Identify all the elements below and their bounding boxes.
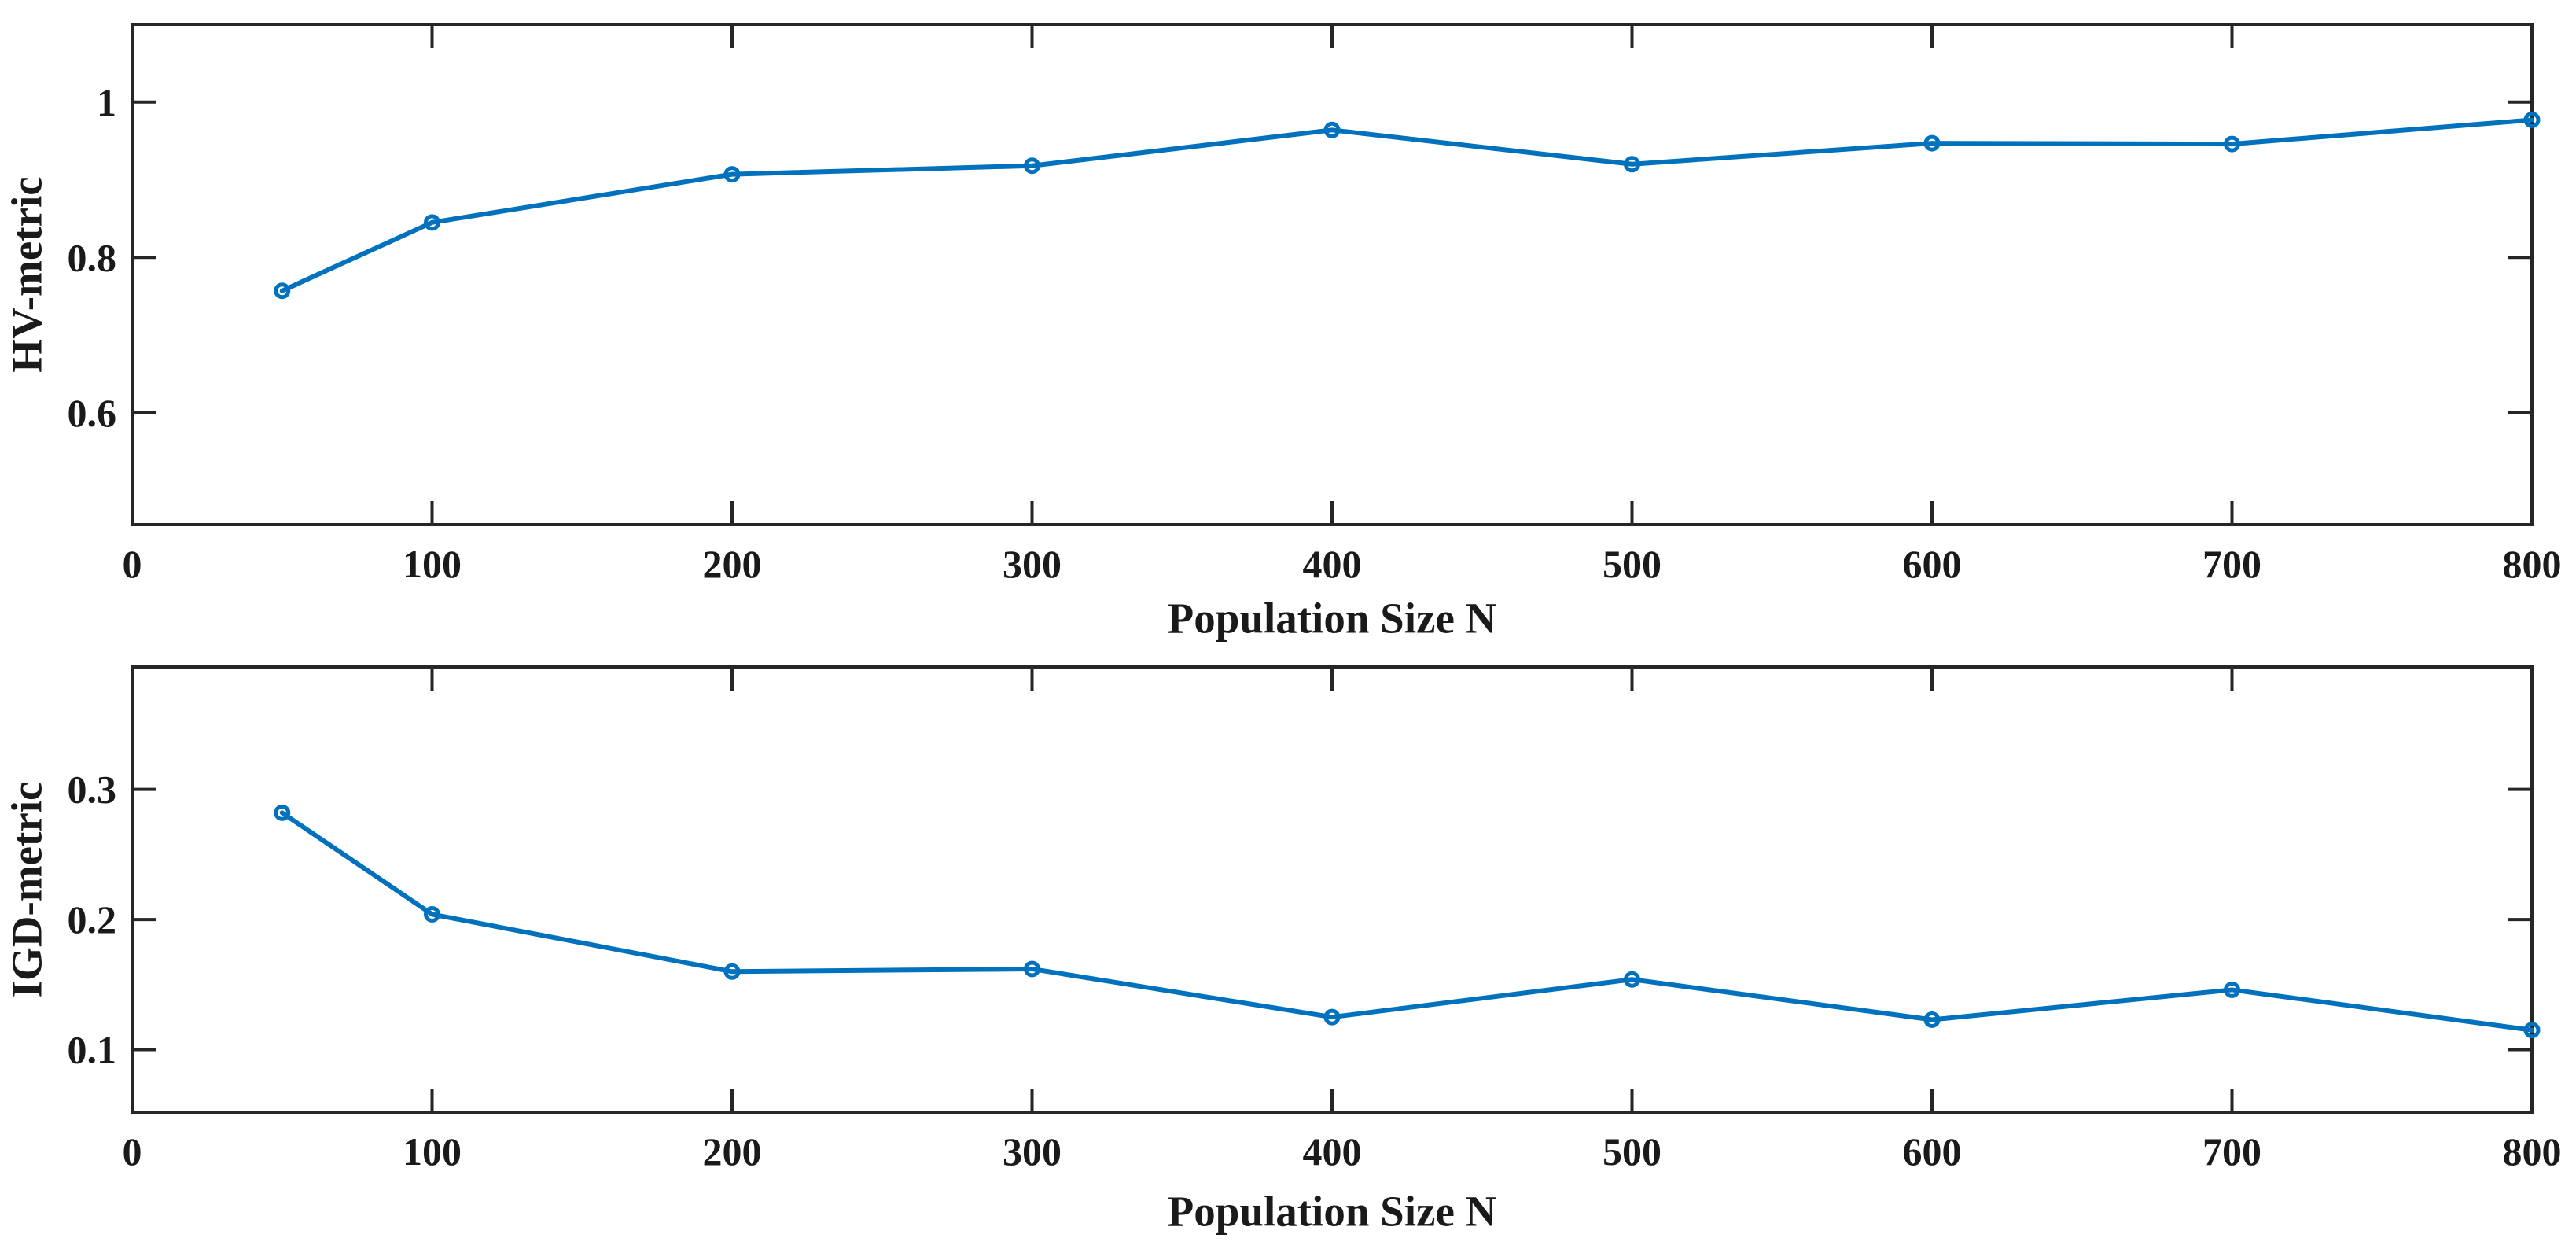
data-point-marker [1024,960,1040,978]
data-point-marker [274,804,291,821]
x-tick-label: 100 [403,1129,462,1173]
y-tick-label: 0.3 [68,768,117,812]
x-tick-label: 400 [1303,1129,1362,1173]
data-point-marker [1624,156,1640,173]
data-point-marker [2224,981,2240,998]
x-tick-label: 800 [2503,542,2562,586]
x-tick-label: 200 [703,1129,762,1173]
hv-subplot: 0 100 200 300 400 500 600 700 800 0.6 0.8 1 HV-metr… [3,23,2562,643]
data-point-marker [2523,111,2541,128]
x-tick-label: 600 [1903,1129,1962,1173]
igd-axes: 0 100 200 300 400 500 600 700 800 0.1 0.2 0.3 [68,665,2562,1173]
x-tick-label: 200 [703,542,762,586]
hv-series [274,111,2541,300]
data-point-marker [1323,1008,1341,1026]
y-tick-label: 0.1 [68,1028,117,1072]
x-tick-label: 500 [1603,542,1662,586]
data-point-marker [424,214,440,231]
x-tick-label: 100 [403,542,462,586]
x-tick-label: 500 [1603,1129,1662,1173]
x-tick-label: 700 [2202,1129,2261,1173]
data-point-marker [274,282,291,300]
x-tick-label: 0 [123,542,142,586]
data-point-marker [424,905,440,923]
igd-series [274,804,2541,1039]
x-tick-label: 700 [2202,542,2261,586]
data-point-marker [1923,1011,1941,1028]
data-line [279,117,2534,293]
y-tick-label: 0.8 [68,235,117,279]
plot-box [131,23,2534,526]
data-point-marker [723,166,741,183]
igd-xlabel: Population Size N [1168,1188,1497,1236]
x-tick-label: 400 [1303,542,1362,586]
x-tick-label: 800 [2503,1129,2562,1173]
x-tick-label: 300 [1003,1129,1062,1173]
hv-xlabel: Population Size N [1168,595,1497,643]
x-tick-label: 0 [123,1129,142,1173]
data-point-marker [2224,135,2240,153]
data-point-marker [1024,157,1040,175]
hv-ylabel: HV-metric [3,176,51,372]
y-tick-label: 0.2 [68,897,117,941]
plot-box [131,665,2534,1114]
data-point-marker [723,963,741,980]
x-tick-label: 600 [1903,542,1962,586]
x-tick-label: 300 [1003,542,1062,586]
y-tick-label: 1 [97,80,116,124]
hv-axes: 0 100 200 300 400 500 600 700 800 0.6 0.8 1 [68,23,2562,586]
data-line [279,810,2534,1033]
data-point-marker [1624,971,1640,988]
y-tick-label: 0.6 [68,391,117,435]
data-point-marker [1323,121,1341,138]
igd-ylabel: IGD-metric [3,782,51,998]
igd-subplot: 0 100 200 300 400 500 600 700 800 0.1 0.2 0.3 IGD-m… [3,665,2562,1236]
data-point-marker [1923,134,1941,152]
data-point-marker [2523,1022,2541,1039]
